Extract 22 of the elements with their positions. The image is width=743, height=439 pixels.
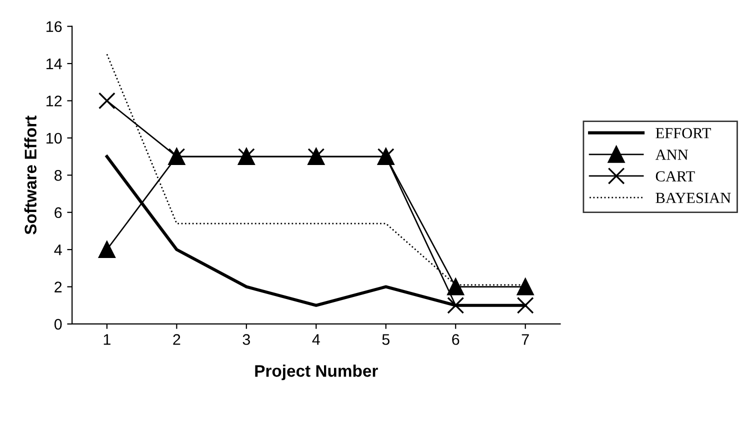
x-tick-label: 6 [452,334,460,345]
y-tick-label: 0 [54,318,62,330]
y-tick-label: 12 [46,96,62,106]
x-tick-label: 1 [104,334,110,345]
legend-label: EFFORT [656,128,711,138]
legend-label: CART [656,171,695,182]
x-tick-label: 2 [173,334,180,345]
y-tick-label: 16 [46,21,62,32]
x-tick-label: 5 [382,334,390,345]
y-tick-label: 10 [46,132,62,144]
x-tick-label: 3 [242,334,250,345]
x-axis-title: Project Number [255,364,378,380]
y-tick-label: 2 [54,282,62,292]
y-tick-label: 8 [54,170,62,181]
x-tick-label: 7 [522,334,529,345]
x-tick-label: 4 [312,334,320,345]
y-axis-title: Software Effort [24,116,37,234]
legend-label: BAYESIAN [656,192,731,204]
y-tick-label: 6 [54,207,62,218]
y-tick-label: 14 [46,58,62,70]
legend-label: ANN [655,150,688,160]
y-tick-label: 4 [54,244,62,256]
